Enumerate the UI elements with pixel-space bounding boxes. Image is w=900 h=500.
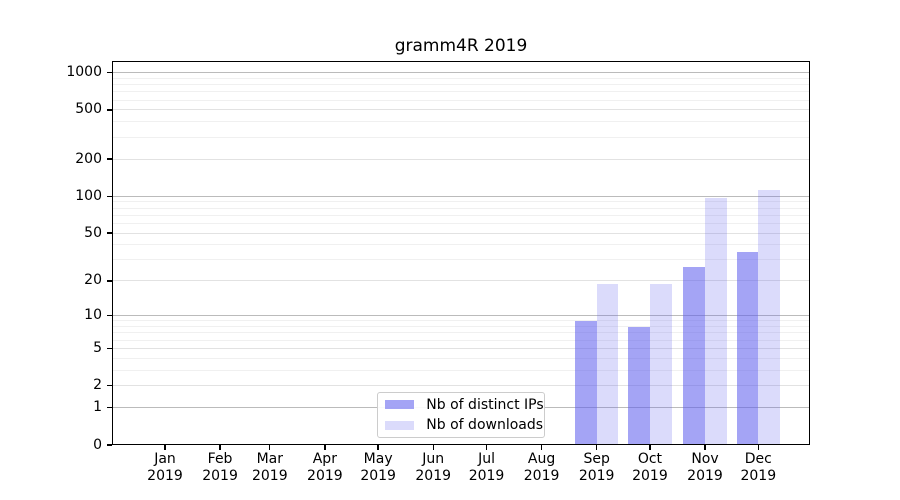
legend-swatch-downloads	[385, 420, 415, 430]
gridline-minor	[113, 84, 809, 86]
legend-item-downloads: Nb of downloads	[385, 417, 543, 434]
bar-downloads-dec-2019	[758, 189, 781, 445]
y-tick-label: 100	[75, 187, 102, 204]
y-tick-mark	[106, 444, 112, 446]
y-tick-mark	[106, 406, 112, 409]
x-tick-mark	[324, 445, 326, 450]
x-tick-mark	[164, 445, 166, 450]
y-tick-mark	[106, 385, 112, 387]
legend-swatch-distinct-ips	[385, 400, 415, 410]
legend: Nb of distinct IPs Nb of downloads	[377, 392, 546, 438]
y-tick-label: 1	[93, 399, 102, 416]
x-tick-label: Aug 2019	[523, 451, 560, 484]
bar-downloads-nov-2019	[705, 197, 727, 445]
gridline-minor	[113, 332, 809, 334]
x-tick-label: Mar 2019	[251, 451, 288, 484]
x-tick-mark	[595, 445, 598, 450]
gridline-minor	[113, 357, 809, 359]
gridline-minor	[113, 136, 809, 138]
x-tick-label: Feb 2019	[202, 451, 238, 484]
gridline	[113, 232, 809, 234]
y-tick-mark	[106, 109, 112, 111]
gridline-minor	[113, 259, 809, 261]
x-tick-label: Jun 2019	[415, 451, 452, 484]
bar-downloads-oct-2019	[649, 283, 672, 445]
y-tick-label: 2	[93, 377, 102, 394]
gridline	[113, 385, 809, 387]
gridline-minor	[113, 244, 809, 246]
x-tick-label: May 2019	[360, 451, 396, 484]
bar-downloads-sep-2019	[596, 283, 619, 445]
bar-distinct-ips-sep-2019	[574, 320, 597, 445]
y-tick-mark	[106, 347, 112, 350]
x-tick-mark	[757, 445, 759, 450]
gridline	[113, 158, 809, 160]
x-tick-mark	[485, 445, 488, 450]
bar-distinct-ips-oct-2019	[628, 326, 650, 445]
x-tick-label: Apr 2019	[307, 451, 343, 484]
y-tick-mark	[106, 195, 112, 197]
y-tick-label: 5	[93, 339, 102, 356]
legend-item-distinct-ips: Nb of distinct IPs	[385, 396, 544, 413]
y-tick-label: 1000	[66, 64, 102, 81]
plot-area	[111, 60, 810, 445]
x-tick-label: Jan 2019	[147, 451, 183, 484]
gridline	[113, 347, 809, 349]
gridline-minor	[113, 77, 809, 79]
gridline-minor	[113, 207, 809, 209]
x-tick-label: Sep 2019	[578, 451, 615, 484]
gridline-minor	[113, 121, 809, 123]
gridline-minor	[113, 99, 809, 101]
x-tick-mark	[540, 445, 543, 450]
y-tick-mark	[106, 71, 112, 74]
x-tick-label: Dec 2019	[740, 451, 777, 484]
bar-distinct-ips-dec-2019	[736, 251, 759, 445]
gridline	[113, 280, 809, 282]
x-tick-label: Jul 2019	[468, 451, 505, 484]
gridline-minor	[113, 91, 809, 93]
chart-title: gramm4R 2019	[394, 36, 528, 56]
x-tick-mark	[704, 445, 706, 450]
gridline-minor	[113, 369, 809, 371]
x-tick-mark	[377, 445, 379, 450]
x-tick-mark	[649, 445, 651, 450]
y-tick-label: 20	[84, 272, 102, 289]
y-tick-label: 10	[84, 307, 102, 324]
gridline-minor	[113, 214, 809, 216]
y-tick-mark	[106, 315, 112, 317]
gridline-minor	[113, 222, 809, 224]
x-tick-mark	[432, 445, 434, 450]
x-tick-label: Nov 2019	[687, 451, 723, 484]
gridline-major	[113, 315, 809, 317]
y-tick-label: 0	[93, 436, 102, 453]
y-tick-label: 200	[75, 150, 102, 167]
legend-label-downloads: Nb of downloads	[426, 417, 544, 434]
x-tick-mark	[269, 445, 271, 450]
y-tick-label: 500	[75, 101, 102, 118]
legend-label-distinct-ips: Nb of distinct IPs	[426, 396, 544, 413]
gridline-minor	[113, 320, 809, 322]
gridline-major	[113, 195, 809, 197]
gridline-major	[113, 72, 809, 74]
y-tick-mark	[106, 158, 112, 160]
gridline	[113, 109, 809, 111]
x-tick-mark	[219, 445, 221, 450]
gridline-minor	[113, 326, 809, 328]
x-tick-label: Oct 2019	[632, 451, 668, 484]
gridline-minor	[113, 339, 809, 341]
y-tick-mark	[106, 280, 112, 282]
y-tick-label: 50	[84, 224, 102, 241]
bar-distinct-ips-nov-2019	[683, 267, 705, 445]
gridline-minor	[113, 201, 809, 203]
y-tick-mark	[106, 232, 112, 234]
